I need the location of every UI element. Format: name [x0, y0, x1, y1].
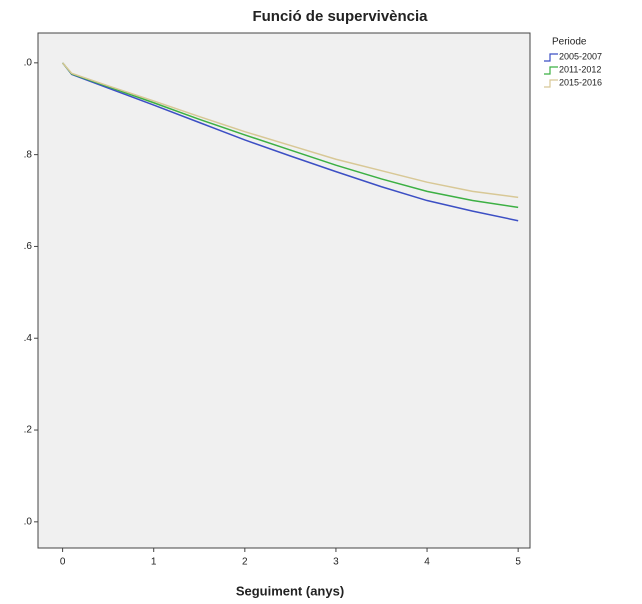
- x-tick-label: 1: [151, 557, 157, 568]
- x-tick-label: 5: [515, 557, 521, 568]
- survival-line: [62, 62, 519, 209]
- legend-swatch: [544, 79, 558, 88]
- legend-label: 2011-2012: [559, 64, 601, 74]
- y-tick-label: .0: [24, 57, 33, 68]
- y-tick-label: .0: [24, 516, 33, 527]
- chart-title: Funció de supervivència: [252, 8, 428, 25]
- x-tick-label: 4: [424, 557, 430, 568]
- legend-swatch: [544, 66, 558, 75]
- y-tick-label: .4: [24, 333, 33, 344]
- y-tick-label: .2: [24, 425, 33, 436]
- x-tick-label: 3: [333, 557, 339, 568]
- x-tick-label: 2: [242, 557, 248, 568]
- survival-line: [62, 62, 519, 199]
- legend-title: Periode: [552, 37, 587, 48]
- legend-label: 2015-2016: [559, 77, 602, 87]
- x-axis-label: Seguiment (anys): [236, 583, 344, 598]
- plot-area: [37, 32, 531, 549]
- legend-label: 2005-2007: [559, 51, 602, 61]
- x-tick-label: 0: [60, 557, 66, 568]
- y-tick-label: .8: [24, 149, 33, 160]
- legend-swatch: [544, 53, 558, 62]
- y-tick-label: .6: [24, 241, 33, 252]
- survival-line: [62, 62, 519, 222]
